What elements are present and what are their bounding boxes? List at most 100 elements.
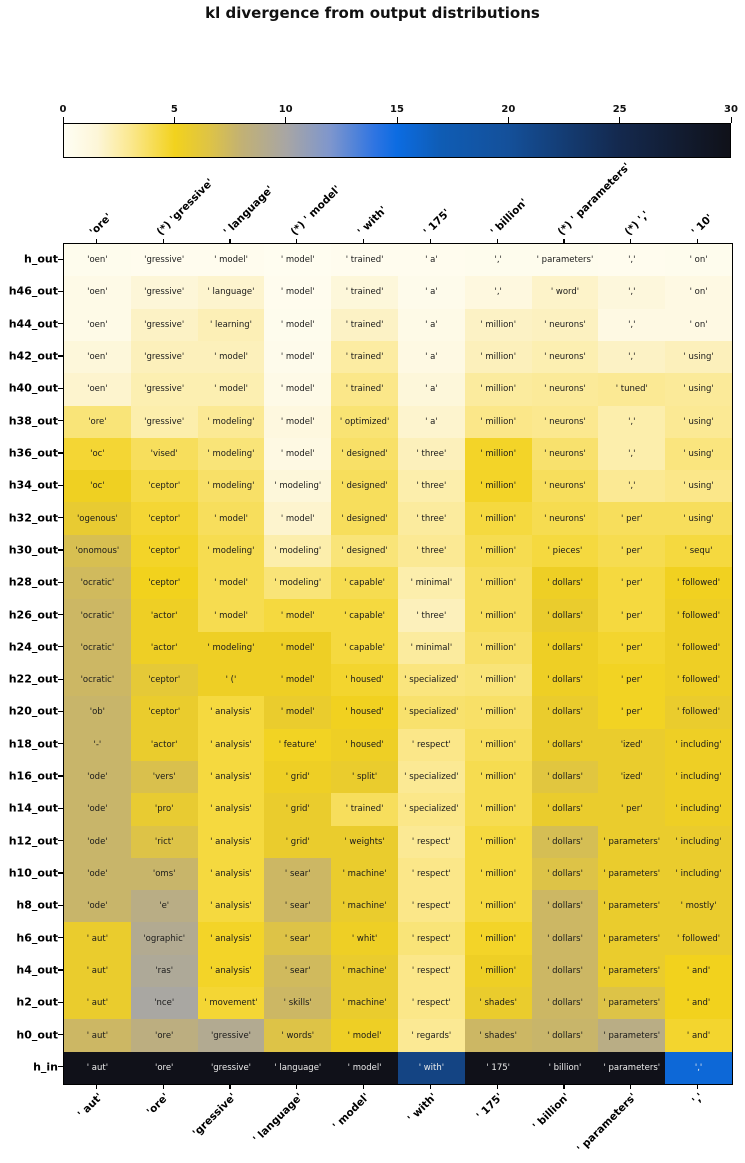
heatmap-cell: ' using' <box>665 405 732 438</box>
heatmap-cell: ' analysis' <box>197 760 265 794</box>
colorbar <box>63 123 731 158</box>
y-tick-mark <box>58 937 63 939</box>
heatmap-cell: ' modeling' <box>264 470 332 503</box>
heatmap-cell: ' grid' <box>264 793 332 826</box>
heatmap-cell: ' billion' <box>531 1051 599 1084</box>
heatmap-cell: 'ocratic' <box>64 567 131 600</box>
y-tick-mark <box>58 258 63 260</box>
heatmap-cell: ',' <box>598 276 666 309</box>
heatmap-cell: ',' <box>464 276 532 309</box>
heatmap-cell: ' parameters' <box>598 890 666 923</box>
heatmap-cell: ' neurons' <box>531 405 599 438</box>
heatmap-cell: ' followed' <box>665 696 732 729</box>
heatmap-cell: 'ceptor' <box>130 664 198 697</box>
y-tick-mark <box>58 549 63 551</box>
heatmap-cell: ' followed' <box>665 922 732 955</box>
heatmap-cell: 'ras' <box>130 954 198 988</box>
heatmap-cell: ' per' <box>598 793 666 826</box>
heatmap-cell: ' machine' <box>331 987 398 1020</box>
heatmap-cell: ' model' <box>331 1019 398 1052</box>
top-column-label: ' billion' <box>488 196 531 238</box>
colorbar-tick-mark <box>730 117 732 123</box>
x-tick-mark-top <box>697 239 699 243</box>
heatmap-cell: ' million' <box>464 696 532 729</box>
heatmap-cell: ',' <box>598 340 666 374</box>
heatmap-cell: 'ceptor' <box>130 696 198 729</box>
heatmap-cell: ' per' <box>598 664 666 697</box>
heatmap-cell: ' including' <box>665 793 732 826</box>
heatmap-cell: ' a' <box>398 405 465 438</box>
heatmap-cell: ' minimal' <box>398 567 465 600</box>
heatmap-cell: ' modeling' <box>264 567 332 600</box>
heatmap-cell: ' parameters' <box>598 954 666 988</box>
heatmap-cell: ' a' <box>398 308 465 341</box>
heatmap-cell: ' machine' <box>331 890 398 923</box>
heatmap-cell: ' million' <box>464 857 532 891</box>
x-tick-mark-bottom <box>162 1084 164 1089</box>
top-column-label: 'ore' <box>87 211 115 238</box>
heatmap-cell: 'ode' <box>64 760 131 794</box>
heatmap-cell: ' with' <box>398 1051 465 1084</box>
heatmap-cell: ' model' <box>197 567 265 600</box>
row-label-h44_out: h44_out <box>8 317 58 331</box>
heatmap-cell: 'pro' <box>130 793 198 826</box>
heatmap-cell: ' model' <box>264 599 332 632</box>
heatmap-cell: ' neurons' <box>531 373 599 406</box>
heatmap-cell: ' dollars' <box>531 825 599 858</box>
x-tick-mark-bottom <box>296 1084 298 1089</box>
heatmap-cell: ' million' <box>464 502 532 535</box>
heatmap-cell: ' neurons' <box>531 308 599 341</box>
heatmap-cell: ' dollars' <box>531 567 599 600</box>
heatmap-cell: ' million' <box>464 308 532 341</box>
heatmap-cell: 'gressive' <box>197 1051 265 1084</box>
heatmap-cell: ' aut' <box>64 1019 131 1052</box>
heatmap-cell: 'gressive' <box>130 276 198 309</box>
heatmap-cell: ' model' <box>197 340 265 374</box>
heatmap-cell: ' followed' <box>665 599 732 632</box>
y-tick-mark <box>58 1001 63 1003</box>
row-label-h10_out: h10_out <box>8 866 58 880</box>
heatmap-cell: ' (' <box>197 664 265 697</box>
heatmap-cell: ' respect' <box>398 728 465 761</box>
heatmap-cell: ' parameters' <box>598 1051 666 1084</box>
x-tick-mark-bottom <box>429 1084 431 1089</box>
heatmap-cell: ' million' <box>464 437 532 471</box>
heatmap-cell: ' million' <box>464 534 532 568</box>
top-column-label: (*) ' model' <box>288 183 343 238</box>
x-tick-mark-bottom <box>363 1084 365 1089</box>
heatmap-cell: ' trained' <box>331 793 398 826</box>
heatmap-cell: ' million' <box>464 340 532 374</box>
heatmap-cell: ' respect' <box>398 954 465 988</box>
heatmap-cell: ' million' <box>464 954 532 988</box>
heatmap-cell: ' dollars' <box>531 922 599 955</box>
heatmap-cell: 'nce' <box>130 987 198 1020</box>
heatmap-cell: ' a' <box>398 244 465 277</box>
colorbar-tick-label: 25 <box>612 104 627 115</box>
heatmap-cell: ' a' <box>398 340 465 374</box>
heatmap-cell: ' capable' <box>331 567 398 600</box>
heatmap-cell: ' using' <box>665 502 732 535</box>
heatmap-cell: ' language' <box>197 276 265 309</box>
y-tick-mark <box>58 484 63 486</box>
y-tick-mark <box>58 969 63 971</box>
bottom-column-label: ' with' <box>405 1091 439 1125</box>
heatmap-cell: 'ore' <box>130 1019 198 1052</box>
heatmap-cell: 'ode' <box>64 793 131 826</box>
y-tick-mark <box>58 290 63 293</box>
row-label-h34_out: h34_out <box>8 478 58 492</box>
heatmap-cell: 'rict' <box>130 825 198 858</box>
row-label-h22_out: h22_out <box>8 672 58 686</box>
row-label-h8_out: h8_out <box>16 898 58 912</box>
heatmap-cell: ' million' <box>464 728 532 761</box>
top-column-label: (*) ',' <box>622 208 652 238</box>
heatmap-cell: ' million' <box>464 890 532 923</box>
x-tick-mark-bottom <box>95 1084 97 1089</box>
x-tick-mark-bottom <box>563 1084 565 1089</box>
heatmap-cell: 'ceptor' <box>130 534 198 568</box>
heatmap-cell: ' analysis' <box>197 857 265 891</box>
heatmap-cell: ' capable' <box>331 631 398 664</box>
heatmap-cell: ' minimal' <box>398 631 465 664</box>
heatmap-cell: 'oc' <box>64 437 131 471</box>
heatmap-cell: ' million' <box>464 373 532 406</box>
row-label-h0_out: h0_out <box>16 1028 58 1042</box>
